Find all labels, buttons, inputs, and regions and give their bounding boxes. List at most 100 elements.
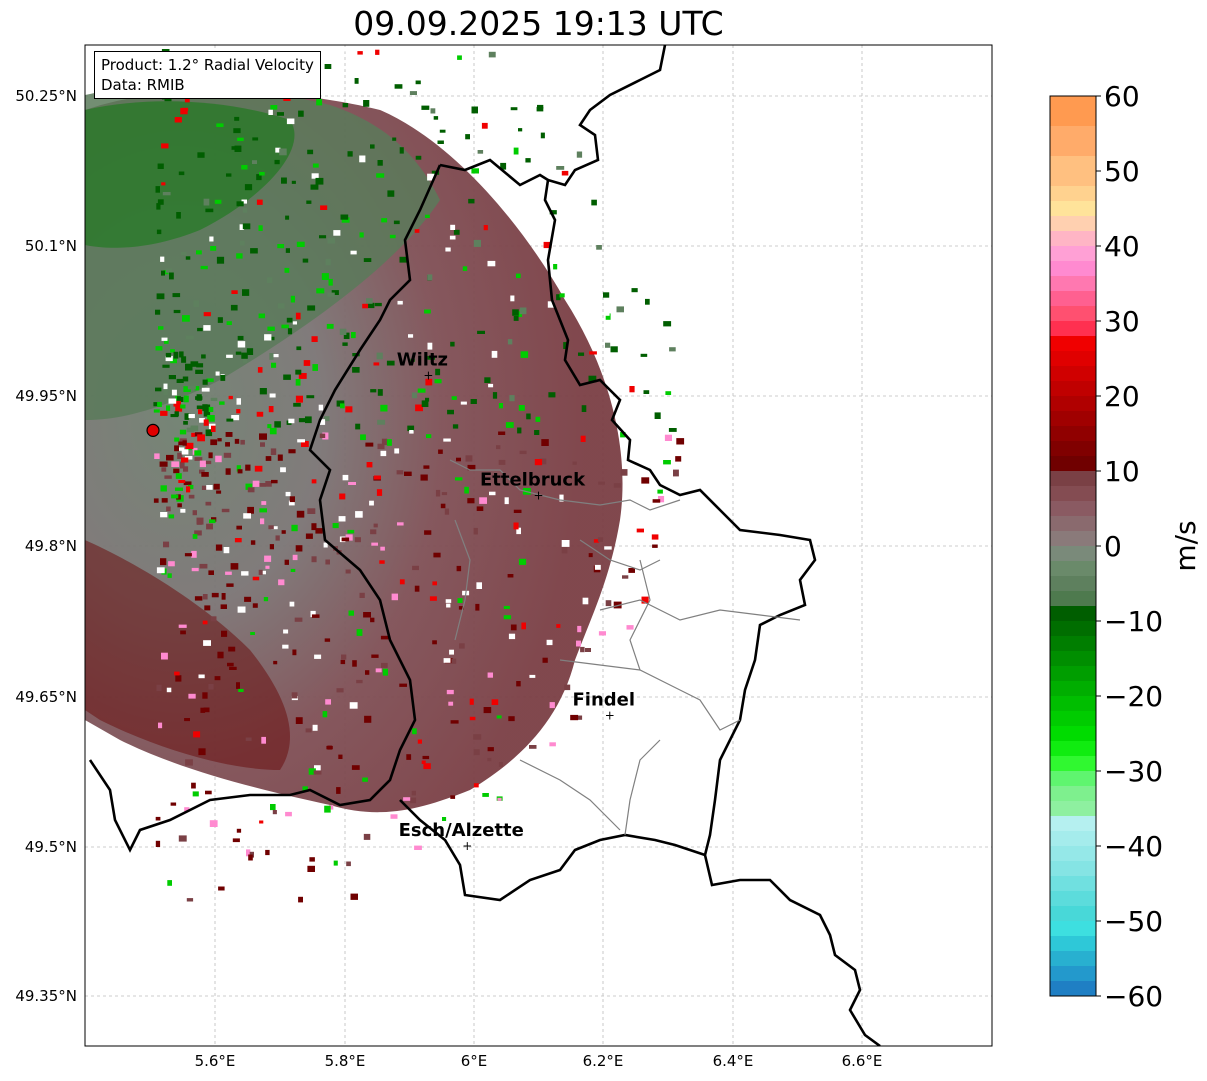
- velocity-gate: [370, 617, 375, 623]
- velocity-gate: [191, 782, 196, 789]
- velocity-gate: [264, 334, 272, 341]
- velocity-gate: [170, 358, 177, 364]
- velocity-gate: [264, 555, 272, 562]
- velocity-gate: [664, 434, 672, 441]
- velocity-gate: [298, 418, 307, 423]
- velocity-gate: [543, 241, 552, 249]
- velocity-gate: [252, 137, 259, 141]
- velocity-gate: [556, 166, 565, 170]
- velocity-gate: [473, 734, 482, 740]
- velocity-gate: [345, 569, 351, 574]
- velocity-gate: [351, 332, 356, 339]
- velocity-gate: [171, 461, 180, 467]
- velocity-gate: [498, 459, 506, 465]
- velocity-gate: [345, 534, 353, 541]
- colorbar-tick-label: 40: [1104, 230, 1140, 263]
- velocity-gate: [166, 405, 171, 411]
- velocity-gate: [208, 452, 213, 459]
- velocity-gate: [476, 506, 484, 511]
- velocity-gate: [323, 542, 328, 548]
- velocity-gate: [193, 300, 199, 307]
- velocity-gate: [422, 755, 430, 760]
- velocity-gate: [348, 482, 356, 485]
- velocity-gate: [324, 64, 332, 69]
- velocity-gate: [252, 160, 257, 164]
- velocity-gate: [265, 565, 270, 569]
- velocity-gate: [242, 207, 248, 213]
- velocity-gate: [314, 654, 322, 659]
- colorbar-block: [1050, 711, 1096, 727]
- velocity-gate: [423, 763, 431, 770]
- velocity-gate: [269, 544, 274, 550]
- velocity-gate: [373, 362, 380, 366]
- velocity-gate: [430, 108, 436, 114]
- velocity-gate: [172, 293, 181, 298]
- velocity-gate: [258, 313, 265, 319]
- colorbar-block: [1050, 531, 1096, 547]
- velocity-gate: [415, 155, 422, 160]
- velocity-gate: [394, 84, 403, 89]
- velocity-gate: [267, 277, 273, 284]
- velocity-gate: [399, 147, 404, 154]
- velocity-gate: [668, 428, 677, 432]
- velocity-gate: [185, 363, 193, 371]
- velocity-gate: [342, 103, 349, 108]
- velocity-gate: [171, 389, 177, 396]
- velocity-gate: [348, 610, 354, 616]
- velocity-gate: [377, 419, 386, 425]
- velocity-gate: [465, 134, 470, 140]
- velocity-gate: [260, 570, 266, 575]
- velocity-gate: [178, 480, 186, 483]
- velocity-gate: [364, 715, 372, 723]
- velocity-gate: [220, 375, 226, 381]
- velocity-gate: [396, 470, 404, 475]
- velocity-gate: [439, 129, 446, 133]
- velocity-gate: [164, 339, 169, 344]
- velocity-gate: [390, 814, 398, 819]
- velocity-gate: [319, 433, 326, 438]
- velocity-gate: [200, 833, 206, 838]
- velocity-gate: [663, 460, 671, 465]
- velocity-gate: [377, 443, 385, 450]
- velocity-gate: [571, 702, 577, 706]
- velocity-gate: [341, 217, 350, 223]
- velocity-gate: [194, 432, 203, 437]
- velocity-gate: [387, 190, 395, 197]
- velocity-gate: [252, 480, 260, 487]
- colorbar-tick-label: 10: [1104, 455, 1140, 488]
- velocity-gate: [513, 147, 519, 155]
- velocity-gate: [471, 106, 478, 114]
- velocity-gate: [676, 438, 685, 445]
- velocity-gate: [295, 395, 303, 403]
- velocity-gate: [375, 668, 382, 673]
- velocity-gate: [274, 421, 281, 428]
- velocity-gate: [178, 171, 185, 176]
- velocity-gate: [185, 335, 194, 340]
- velocity-gate: [426, 434, 432, 439]
- velocity-gate: [267, 424, 272, 429]
- velocity-gate: [456, 565, 462, 572]
- y-tick-labels: 50.25°N 50.1°N 49.95°N 49.8°N 49.65°N 49…: [15, 87, 77, 1005]
- velocity-gate: [354, 78, 359, 84]
- velocity-gate: [226, 173, 232, 177]
- velocity-gate: [240, 439, 245, 445]
- velocity-gate: [626, 625, 634, 630]
- velocity-gate: [338, 516, 346, 522]
- velocity-gate: [194, 530, 202, 536]
- velocity-gate: [180, 461, 185, 469]
- velocity-gate: [197, 434, 205, 442]
- velocity-gate: [202, 692, 208, 699]
- velocity-gate: [665, 391, 672, 395]
- velocity-gate: [453, 229, 460, 235]
- velocity-gate: [376, 489, 383, 496]
- velocity-gate: [203, 198, 210, 206]
- velocity-gate: [465, 455, 473, 462]
- velocity-gate: [636, 528, 644, 533]
- velocity-gate: [308, 768, 316, 775]
- velocity-gate: [183, 466, 189, 472]
- velocity-gate: [492, 392, 498, 399]
- velocity-gate: [173, 468, 180, 474]
- velocity-gate: [246, 348, 254, 355]
- velocity-gate: [291, 180, 296, 184]
- velocity-gate: [217, 317, 223, 323]
